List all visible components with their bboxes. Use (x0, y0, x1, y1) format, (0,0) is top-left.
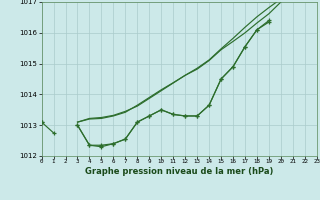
X-axis label: Graphe pression niveau de la mer (hPa): Graphe pression niveau de la mer (hPa) (85, 167, 273, 176)
